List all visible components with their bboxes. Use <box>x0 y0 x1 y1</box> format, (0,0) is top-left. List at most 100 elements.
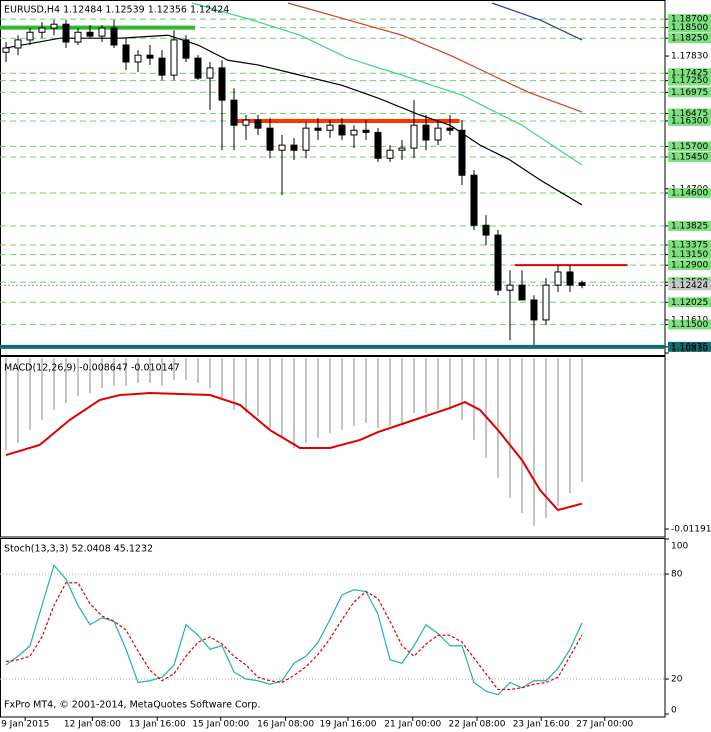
x-tick-label: 16 Jan 08:00 <box>257 720 314 730</box>
y-tick-box <box>668 14 711 25</box>
macd-title: MACD(12,26,9) -0.008647 -0.010147 <box>4 363 180 374</box>
x-tick-label: 15 Jan 00:00 <box>192 720 249 730</box>
x-tick-label: 13 Jan 16:00 <box>129 720 186 730</box>
candle-body <box>278 144 286 151</box>
candle-body <box>14 39 22 49</box>
y-tick-box <box>668 68 711 79</box>
candle-body <box>362 129 370 133</box>
y-tick-box <box>668 220 711 231</box>
candle-body <box>254 119 262 129</box>
candle-body <box>146 54 154 59</box>
stoch-title: Stoch(13,3,3) 52.0408 45.1232 <box>4 544 153 555</box>
y-tick-box <box>668 115 711 126</box>
candle-body <box>518 284 526 301</box>
candle-body <box>434 127 442 141</box>
candle-body <box>158 57 166 76</box>
copyright: FxPro MT4, © 2001-2014, MetaQuotes Softw… <box>4 700 260 711</box>
y-tick-label: 1.10975 <box>671 342 708 352</box>
price-pane <box>0 0 666 356</box>
candle-body <box>266 127 274 151</box>
y-tick-label: 0 <box>671 706 677 716</box>
indicator-line <box>5 582 583 691</box>
y-tick-label: 1.18250 <box>671 34 708 44</box>
y-tick-label: 1.13825 <box>671 221 708 231</box>
candle-body <box>134 54 142 63</box>
candle-body <box>578 282 586 286</box>
y-tick-label: 20 <box>671 675 683 685</box>
y-tick-box <box>668 280 711 291</box>
y-tick-label: 1.17250 <box>671 76 708 86</box>
candle-body <box>374 131 382 159</box>
y-tick-box <box>668 341 711 352</box>
candle-body <box>74 31 82 43</box>
y-tick-box <box>668 33 711 44</box>
x-tick-label: 21 Jan 00:00 <box>384 720 441 730</box>
y-tick-box <box>668 260 711 271</box>
y-tick-box <box>668 188 711 199</box>
candle-body <box>182 39 190 59</box>
indicator-line <box>5 34 583 206</box>
candle-body <box>350 129 358 136</box>
y-tick-label: 80 <box>671 570 683 580</box>
y-tick-box <box>668 152 711 162</box>
indicator-line <box>191 2 583 166</box>
y-tick-label: 1.17425 <box>671 69 708 79</box>
candle-body <box>530 299 538 321</box>
candle-body <box>194 57 202 79</box>
x-tick-label: 27 Jan 00:00 <box>576 720 633 730</box>
candle-body <box>314 127 322 131</box>
y-tick-label: 100 <box>671 542 688 552</box>
candle-body <box>302 127 310 151</box>
y-tick-box <box>668 297 711 308</box>
candle-body <box>326 124 334 131</box>
candle-body <box>446 127 454 131</box>
price-plot <box>0 2 665 349</box>
candle-body <box>494 234 502 291</box>
y-tick-label: 1.12900 <box>671 261 708 271</box>
y-tick-label: 1.10830 <box>671 345 708 355</box>
candle-body <box>206 67 214 79</box>
y-tick-box <box>668 240 711 251</box>
indicator-line <box>287 2 583 113</box>
candle-body <box>98 27 106 37</box>
y-tick-label: 1.18700 <box>671 15 708 25</box>
y-tick-box <box>668 249 711 260</box>
candle-body <box>386 149 394 159</box>
y-tick-label: 1.12025 <box>671 298 708 308</box>
y-tick-label: 1.18500 <box>671 23 708 33</box>
candle-body <box>542 284 550 321</box>
y-tick-box <box>668 87 711 98</box>
candle-body <box>482 224 490 236</box>
macd-pane <box>0 356 666 538</box>
candle-body <box>338 124 346 136</box>
y-tick-box <box>668 22 711 33</box>
x-tick-label: 19 Jan 16:00 <box>320 720 377 730</box>
candle-body <box>122 44 130 63</box>
candle-body <box>242 119 250 126</box>
indicator-line <box>5 564 583 696</box>
candle-body <box>62 23 70 43</box>
candle-body <box>470 174 478 226</box>
y-tick-box <box>668 141 711 152</box>
candle-body <box>566 271 574 286</box>
chart-title: EURUSD,H4 1.12484 1.12539 1.12356 1.1242… <box>4 5 229 16</box>
y-tick-label: 1.15700 <box>671 142 708 152</box>
y-tick-label: 1.16975 <box>671 88 708 98</box>
x-tick-label: 23 Jan 16:00 <box>513 720 570 730</box>
y-tick-label: 1.14600 <box>671 189 708 199</box>
y-tick-box <box>668 75 711 86</box>
x-tick-label: 12 Jan 08:00 <box>64 720 121 730</box>
y-tick-label: 1.16300 <box>671 116 708 126</box>
y-tick-label: -0.011914 <box>671 525 711 535</box>
candle-body <box>506 284 514 291</box>
candle-body <box>398 147 406 151</box>
candle-body <box>458 129 466 176</box>
y-tick-label: 1.12424 <box>671 281 708 291</box>
x-tick-label: 9 Jan 2015 <box>1 720 49 730</box>
candle-body <box>290 144 298 151</box>
candle-body <box>410 124 418 149</box>
y-tick-box <box>668 108 711 119</box>
stoch-pane <box>0 538 666 718</box>
